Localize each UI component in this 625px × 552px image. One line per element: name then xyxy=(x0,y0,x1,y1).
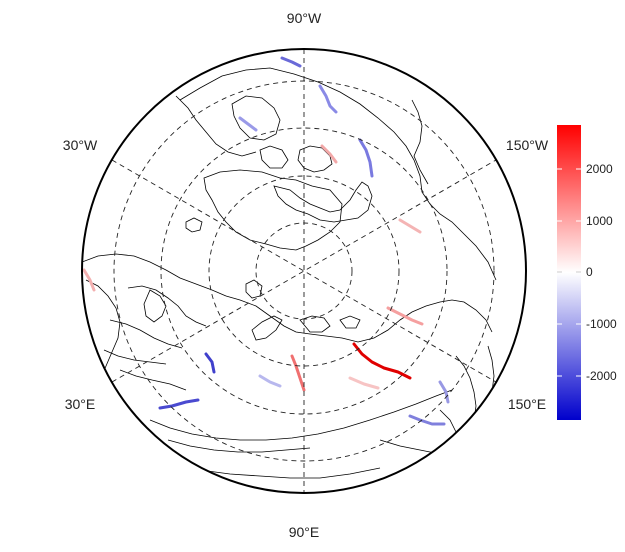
graticule xyxy=(111,49,497,493)
colorbar-tick-minus-1000: -1000 xyxy=(586,317,617,331)
map-outline xyxy=(81,48,527,494)
label-90w: 90°W xyxy=(287,10,322,26)
anomaly-segments xyxy=(82,56,450,426)
label-30w: 30°W xyxy=(63,137,98,153)
longitude-labels: 90°W 30°W 150°W 30°E 150°E 90°E xyxy=(63,10,549,540)
coastlines xyxy=(82,67,497,479)
label-90e: 90°E xyxy=(289,524,320,540)
colorbar-tick-2000: 2000 xyxy=(586,162,613,176)
label-30e: 30°E xyxy=(65,396,96,412)
colorbar-tick-0: 0 xyxy=(586,265,593,279)
label-150w: 150°W xyxy=(506,137,549,153)
label-150e: 150°E xyxy=(508,396,546,412)
colorbar-tick-minus-2000: -2000 xyxy=(586,369,617,383)
colorbar: 2000 1000 0 -1000 -2000 xyxy=(557,125,617,420)
colorbar-ticks xyxy=(557,168,581,377)
colorbar-tick-1000: 1000 xyxy=(586,214,613,228)
map-disc xyxy=(82,49,526,493)
